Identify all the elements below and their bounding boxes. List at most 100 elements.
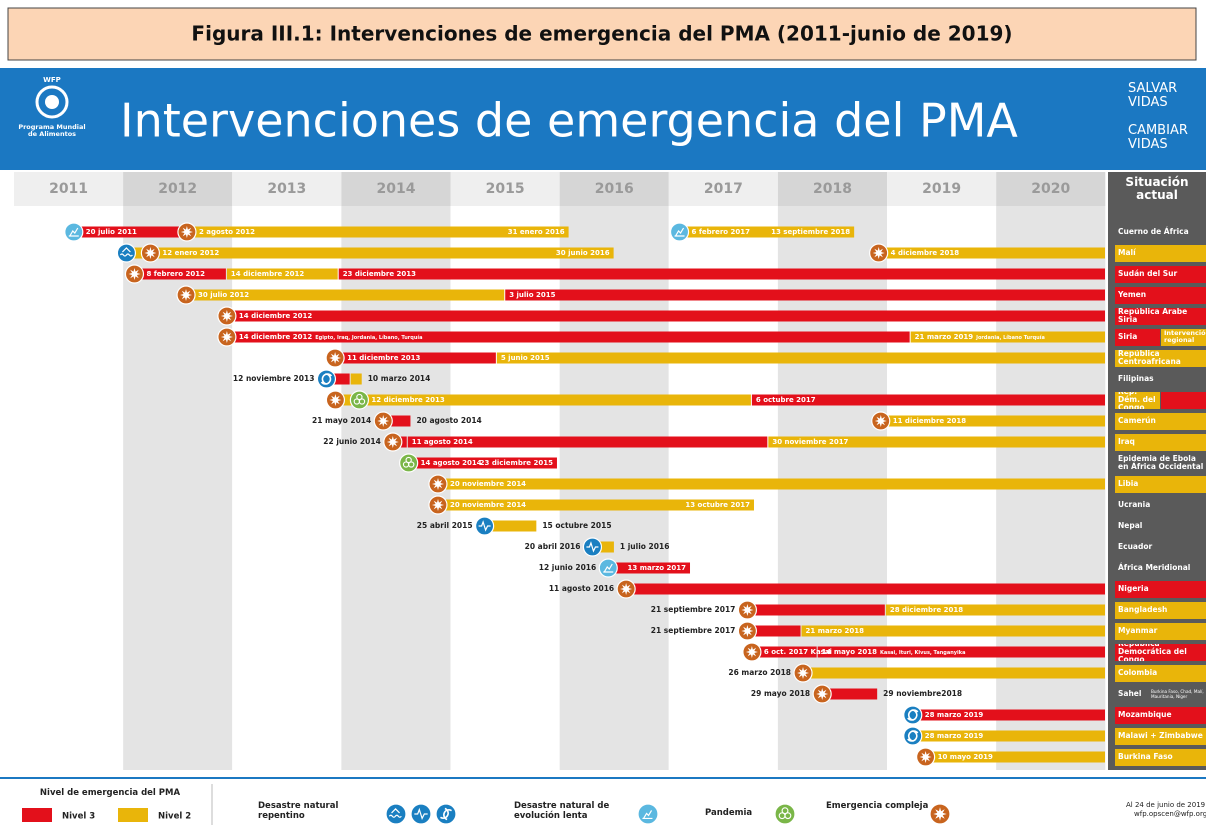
- date-text: 30 noviembre 2017: [772, 438, 848, 446]
- end-label: 23 diciembre 2015: [480, 459, 553, 467]
- date-text: 12 enero 2012: [162, 249, 219, 257]
- legend-swatch: [22, 808, 52, 822]
- date-text: 4 diciembre 2018: [891, 249, 960, 257]
- icon-glyph: [919, 751, 932, 763]
- end-label: 29 noviembre2018: [883, 689, 962, 698]
- date-label: 26 marzo 2018: [728, 668, 791, 677]
- date-label: 2 agosto 2012: [199, 228, 255, 236]
- date-label: 21 marzo 2019 Jordania, Líbano Turquía: [915, 333, 1045, 341]
- status-label: África Meridional: [1118, 563, 1191, 572]
- icon-glyph: [220, 331, 233, 343]
- icon: [177, 222, 197, 242]
- icon-glyph: [674, 227, 685, 237]
- segment: [878, 247, 1105, 259]
- date-label: 20 noviembre 2014: [450, 501, 526, 509]
- segment: [747, 604, 885, 616]
- date-label: 28 diciembre 2018: [890, 606, 963, 614]
- date-label: 6 octubre 2017: [756, 396, 816, 404]
- year-column: [14, 206, 124, 770]
- segment: [747, 625, 801, 637]
- end-label: 20 agosto 2014: [416, 416, 481, 425]
- date-label: 12 diciembre 2013: [371, 396, 444, 404]
- year-header: [341, 172, 451, 206]
- status-label: República Árabe Siria: [1115, 307, 1206, 325]
- date-text: 21 marzo 2019: [915, 333, 974, 341]
- status-label: Malawi + Zimbabwe: [1115, 727, 1206, 745]
- segment: [326, 373, 350, 385]
- icon: [598, 558, 618, 578]
- date-text: 28 marzo 2019: [925, 732, 984, 740]
- segment: [817, 646, 1105, 658]
- status-label: Nepal: [1118, 521, 1143, 530]
- date-label: 3 julio 2015: [509, 291, 555, 299]
- segment: [751, 646, 817, 658]
- icon-glyph: [620, 583, 633, 595]
- icon-glyph: [353, 398, 360, 405]
- icon: [793, 663, 813, 683]
- segment: [912, 730, 1105, 742]
- legend-type: Emergencia compleja: [826, 801, 929, 811]
- date-note: Egipto, Iraq, Jordania, Líbano, Turquía: [315, 334, 422, 341]
- legend-type: Desastre natural repentino: [258, 801, 339, 821]
- icon-glyph: [440, 807, 452, 821]
- icon-circle: [116, 243, 137, 263]
- icon-circle: [637, 803, 659, 825]
- legend-date: Al 24 de junio de 2019: [1126, 801, 1206, 809]
- figure-title: Figura III.1: Intervenciones de emergenc…: [191, 22, 1012, 46]
- date-label: 12 noviembre 2013: [233, 374, 315, 383]
- icon: [124, 264, 145, 284]
- date-label: 21 marzo 2018: [806, 627, 865, 635]
- icon: [737, 600, 758, 620]
- date-text: 11 diciembre 2018: [893, 417, 966, 425]
- status-label: [1161, 391, 1206, 409]
- icon: [616, 579, 636, 599]
- segment: [592, 541, 614, 553]
- icon: [428, 474, 448, 494]
- date-text: 11 agosto 2014: [412, 438, 473, 446]
- year-header: [559, 172, 669, 206]
- date-label: 14 diciembre 2012: [239, 312, 312, 320]
- org: WFP: [43, 76, 61, 84]
- icon: [869, 243, 889, 263]
- status-label: República Centroafricana: [1115, 349, 1206, 367]
- icon-glyph: [478, 520, 491, 532]
- status-label: Libia: [1115, 475, 1206, 493]
- icon-glyph: [414, 807, 428, 821]
- legend-rule: [0, 777, 1206, 779]
- icon: [349, 390, 370, 410]
- icon-glyph: [356, 393, 363, 401]
- date-label: 11 agosto 2014: [412, 438, 473, 446]
- date-label: 11 agosto 2016: [549, 584, 614, 593]
- date-label: 14 diciembre 2012: [231, 270, 304, 278]
- icon: [64, 222, 84, 242]
- icon: [325, 348, 345, 368]
- icon-glyph: [144, 247, 157, 259]
- icon-glyph: [907, 730, 919, 742]
- icon: [475, 516, 495, 536]
- icon: [812, 684, 832, 704]
- icon-glyph: [741, 604, 754, 616]
- date-label: 20 noviembre 2014: [450, 480, 526, 488]
- date-label: 30 noviembre 2017: [772, 438, 848, 446]
- date-text: 14 mayo 2018: [822, 648, 877, 656]
- legend-type: Pandemia: [705, 808, 753, 818]
- date-label: 21 septiembre 2017: [651, 626, 736, 635]
- year-header: [777, 172, 888, 206]
- status-label: Epidemia de Ébola en África Occidental: [1118, 454, 1204, 471]
- status-label: Myanmar: [1115, 622, 1206, 640]
- end-label: 31 enero 2016: [508, 228, 565, 236]
- date-text: 20 noviembre 2014: [450, 480, 526, 488]
- legend-level: Nivel 2: [158, 812, 191, 822]
- year-label: 2020: [1031, 181, 1070, 197]
- date-text: 14 diciembre 2012: [231, 270, 304, 278]
- date-note: Jordania, Líbano Turquía: [975, 334, 1045, 341]
- icon-glyph: [816, 688, 829, 700]
- segment: [335, 352, 496, 364]
- date-text: 6 octubre 2017: [756, 396, 816, 404]
- icon: [669, 222, 690, 242]
- date-text: 10 mayo 2019: [938, 753, 993, 761]
- status-label: Ucrania: [1118, 500, 1151, 509]
- year-header: [668, 172, 778, 206]
- segment: [803, 667, 1105, 679]
